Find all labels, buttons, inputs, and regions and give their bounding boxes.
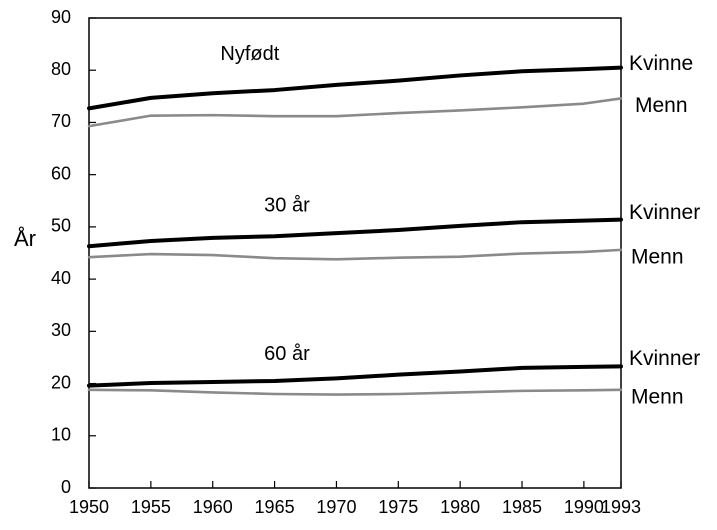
series-line-60-år-menn (87, 388, 623, 396)
plot-area (88, 17, 622, 489)
series-line-60-år-kvinner (87, 364, 623, 388)
group-label: 30 år (264, 194, 310, 216)
y-tick-label: 30 (51, 320, 71, 340)
series-line-30-år-menn (87, 248, 623, 261)
x-tick-label: 1993 (601, 497, 641, 517)
y-tick-label: 80 (51, 59, 71, 79)
x-tick-label: 1985 (502, 497, 542, 517)
y-tick-label: 10 (51, 425, 71, 445)
series-line-nyfødt-menn (87, 97, 623, 128)
series-label: Kvinner (629, 201, 700, 224)
y-tick-label: 0 (61, 477, 71, 497)
series-line-30-år-kvinner (87, 217, 623, 249)
x-tick-label: 1980 (440, 497, 480, 517)
series-label: Kvinne (629, 52, 693, 75)
y-tick-label: 60 (51, 163, 71, 183)
series-line-nyfødt-kvinne (87, 65, 623, 111)
series-layer (87, 65, 623, 396)
y-axis-title: År (14, 226, 36, 251)
group-label: 60 år (264, 343, 310, 365)
y-tick-label: 90 (51, 7, 71, 27)
x-tick-label: 1970 (316, 497, 356, 517)
y-axis: 0 10 20 30 40 50 60 70 80 90 (51, 7, 96, 497)
y-tick-label: 70 (51, 111, 71, 131)
y-tick-label: 20 (51, 372, 71, 392)
series-label: Menn (631, 245, 684, 268)
y-tick-label: 50 (51, 216, 71, 236)
x-tick-label: 1960 (193, 497, 233, 517)
series-label: Menn (635, 94, 688, 117)
series-label: Menn (631, 385, 684, 408)
series-labels: Kvinne Menn Kvinner Menn Kvinner Menn (629, 52, 700, 408)
x-tick-label: 1975 (378, 497, 418, 517)
x-tick-label: 1965 (255, 497, 295, 517)
series-label: Kvinner (629, 347, 700, 370)
x-tick-label: 1990 (564, 497, 604, 517)
x-tick-label: 1955 (131, 497, 171, 517)
group-labels: Nyfødt 30 år 60 år (220, 43, 310, 365)
x-tick-label: 1950 (69, 497, 109, 517)
y-tick-label: 40 (51, 268, 71, 288)
group-label: Nyfødt (220, 43, 279, 65)
